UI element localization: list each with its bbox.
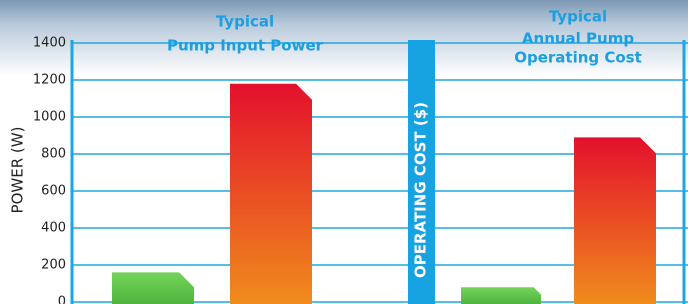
chart-title: Typical [549,8,607,26]
y-tick-label: 1400 [33,36,66,51]
chart-title: Pump Input Power [167,37,324,55]
y-tick-label: 1200 [33,73,66,88]
chart-title: Operating Cost [514,49,642,67]
y-tick-label: 400 [41,221,66,236]
y-tick-label: 1000 [33,110,66,125]
y-axis-label: OPERATING COST ($) [412,102,430,278]
chart: 0 200 400 600 800 1000 1200 1400 Typical Pump Inp… [0,0,688,304]
bar [461,287,541,304]
y-tick-label: 800 [41,147,66,162]
y-axis-label: POWER (W) [9,127,27,214]
chart-title: Typical [216,13,274,31]
bar [230,84,312,304]
bar [112,272,194,304]
bar [574,137,656,304]
chart-title: Annual Pump [522,30,634,48]
y-tick-label: 0 [58,295,66,304]
y-tick-label: 200 [41,258,66,273]
y-tick-label: 600 [41,184,66,199]
